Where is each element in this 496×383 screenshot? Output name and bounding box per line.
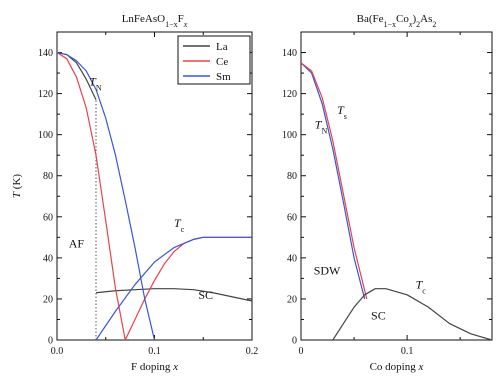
series-line-sm [95,236,252,340]
legend-entry: La [216,41,228,53]
annotation-ts: Ts [337,103,347,121]
annotation-tn: TN [315,118,328,136]
series-line-t-s [301,62,368,300]
annotation-sdw: SDW [314,263,341,277]
y-tick-label: 140 [282,48,297,59]
annotation-tn: TN [89,74,102,92]
legend-entry: Ce [216,56,228,68]
y-tick-label: 20 [287,294,297,305]
left-x-axis-label: F doping x [131,361,178,373]
x-tick-label: 0.2 [246,346,259,357]
y-tick-label: 60 [287,212,297,223]
y-tick-label: 40 [287,253,297,264]
y-tick-label: 60 [43,212,53,223]
x-tick-label: 0.1 [148,346,161,357]
annotation-sc: SC [198,288,213,302]
annotation-af: AF [69,237,85,251]
y-tick-label: 100 [38,130,53,141]
y-tick-label: 0 [292,336,297,347]
y-tick-label: 80 [43,171,53,182]
x-tick-label: 0.0 [51,346,64,357]
y-axis-label: T (K) [11,174,23,198]
y-tick-label: 0 [48,336,53,347]
y-tick-label: 40 [43,253,53,264]
series-line-t-c [332,288,492,340]
right-ticks: 0 0.1 0 20 40 60 80 100 120 140 [282,31,492,357]
series-line-la [95,288,252,302]
right-plot-area [301,62,492,340]
left-ticks: 0.0 0.1 0.2 0 20 40 60 80 100 120 140 [38,31,259,357]
y-tick-label: 120 [282,89,297,100]
annotation-sc: SC [371,308,386,322]
legend: La Ce Sm [177,35,251,85]
legend-entry: Sm [216,71,231,83]
y-tick-label: 100 [282,130,297,141]
series-line-ce [57,52,126,340]
right-plot-frame [300,31,493,341]
legend-box [177,35,251,85]
series-line-t-n [301,62,366,300]
annotation-tc: Tc [416,278,427,296]
right-panel-title: Ba(Fe1−xCox)2As2 [357,13,437,29]
y-tick-label: 80 [287,171,297,182]
x-tick-label: 0 [299,346,304,357]
left-panel-title: LnFeAsO1−xFx [122,13,188,29]
series-line-sm [57,51,156,340]
y-tick-label: 20 [43,294,53,305]
y-tick-label: 120 [38,89,53,100]
right-panel: Ba(Fe1−xCox)2As2 0 0.1020406080100120140 … [282,13,493,373]
left-panel: LnFeAsO1−xFx 0.0 0.1 0.2 0 20 40 60 80 100 120 140… [11,13,258,373]
x-tick-label: 0.1 [401,346,414,357]
y-tick-label: 140 [38,48,53,59]
annotation-tc: Tc [174,216,185,234]
left-plot-area [57,51,252,340]
right-x-axis-label: Co doping x [370,361,424,373]
